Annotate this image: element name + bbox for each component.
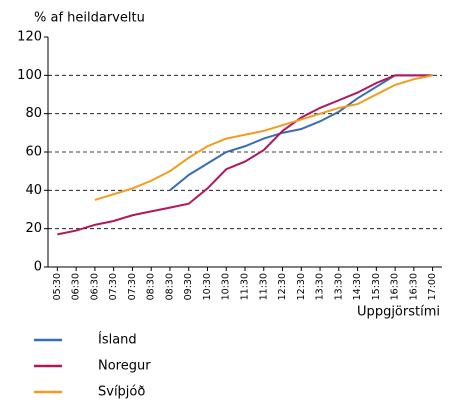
x-tick-label: 16:30 xyxy=(390,273,401,300)
series-line xyxy=(57,74,433,236)
x-tick-label: 13:30 xyxy=(333,273,344,300)
legend-label: Noregur xyxy=(98,359,151,374)
x-tick-label: 17:00 xyxy=(427,273,438,300)
x-tick-label: 09:30 xyxy=(183,273,194,300)
x-tick-label: 08:30 xyxy=(164,273,175,300)
y-tick-label: 0 xyxy=(34,260,42,275)
series-line xyxy=(169,74,433,192)
x-tick-label: 16:30 xyxy=(408,273,419,300)
y-tick-label: 60 xyxy=(25,145,42,160)
x-tick-label: 12:30 xyxy=(277,273,288,300)
x-tick-label: 11:30 xyxy=(240,273,251,300)
y-axis-label: % af heildarveltu xyxy=(34,11,145,26)
x-tick-label: 05:30 xyxy=(52,273,63,300)
x-tick-label: 06:30 xyxy=(71,273,82,300)
x-tick-label: 11:30 xyxy=(258,273,269,300)
y-tick-label: 100 xyxy=(17,68,42,83)
legend-label: Svíþjóð xyxy=(98,385,145,400)
y-tick-label: 80 xyxy=(25,106,42,121)
x-tick-label: 15:30 xyxy=(371,273,382,300)
series-line xyxy=(94,74,433,201)
y-tick-label: 20 xyxy=(25,221,42,236)
x-tick-label: 13:30 xyxy=(315,273,326,300)
x-tick-label: 08:30 xyxy=(146,273,157,300)
y-tick-label: 120 xyxy=(17,30,42,45)
x-tick-label: 07:30 xyxy=(108,273,119,300)
x-tick-label: 07:30 xyxy=(127,273,138,300)
x-tick-label: 06:30 xyxy=(89,273,100,300)
x-axis-label: Uppgjörstími xyxy=(357,305,440,320)
legend-label: Ísland xyxy=(98,332,137,348)
x-tick-label: 12:30 xyxy=(296,273,307,300)
y-tick-label: 40 xyxy=(25,183,42,198)
x-tick-label: 10:30 xyxy=(221,273,232,300)
x-tick-label: 14:30 xyxy=(352,273,363,300)
x-tick-label: 10:30 xyxy=(202,273,213,300)
